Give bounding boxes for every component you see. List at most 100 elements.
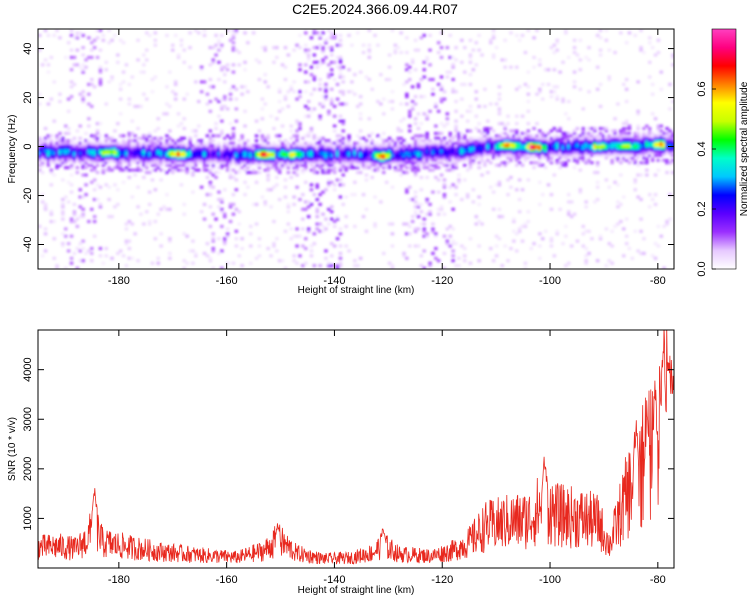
spectrogram-cell bbox=[147, 153, 152, 157]
spectrogram-cell bbox=[650, 156, 655, 160]
spectrogram-cell bbox=[529, 136, 533, 140]
spectrogram-cell bbox=[428, 144, 432, 148]
spectrogram-cell bbox=[653, 136, 658, 140]
spectrogram-cell bbox=[318, 36, 322, 40]
spectrogram-cell bbox=[142, 63, 146, 67]
spectrogram-cell bbox=[168, 153, 172, 157]
spectrogram-cell bbox=[627, 31, 632, 35]
spectrogram-cell bbox=[364, 166, 369, 170]
spectrogram-cell bbox=[390, 107, 395, 111]
spectrogram-cell bbox=[491, 55, 496, 59]
spectrogram-cell bbox=[84, 166, 88, 170]
spectrogram-cell bbox=[483, 149, 487, 153]
spectrogram-cell bbox=[266, 136, 270, 140]
snr-y-tick-label: 2000 bbox=[22, 457, 34, 481]
spectrogram-cell bbox=[581, 139, 585, 143]
spectrogram-cell bbox=[567, 139, 571, 143]
spectrogram-cell bbox=[87, 158, 91, 162]
spectrogram-cell bbox=[254, 161, 259, 165]
spectrogram-cell bbox=[408, 153, 412, 157]
spectrogram-cell bbox=[208, 129, 213, 133]
spectrogram-cell bbox=[474, 90, 478, 94]
spectrogram-cell bbox=[280, 161, 285, 165]
spectrogram-cell bbox=[595, 163, 600, 167]
spectrogram-cell bbox=[223, 237, 227, 241]
spectrogram-cell bbox=[584, 144, 588, 148]
spectrogram-cell bbox=[463, 163, 467, 167]
spectrogram-cell bbox=[127, 149, 132, 153]
spectrogram-cell bbox=[538, 139, 542, 143]
spectrogram-cell bbox=[335, 237, 340, 241]
spectrogram-cell bbox=[517, 139, 522, 143]
spectrogram-cell bbox=[509, 129, 513, 133]
spectrogram-cell bbox=[431, 87, 435, 91]
spectrogram-cell bbox=[46, 161, 51, 165]
spectrogram-cell bbox=[49, 171, 54, 175]
spectrogram-cell bbox=[445, 227, 450, 231]
spectrogram-cell bbox=[69, 33, 74, 37]
spectrogram-cell bbox=[350, 153, 354, 157]
spectrogram-cell bbox=[509, 158, 513, 162]
spectrogram-cell bbox=[52, 220, 56, 224]
spectrogram-cell bbox=[283, 144, 288, 148]
spectrogram-cell bbox=[341, 92, 345, 96]
spectrogram-cell bbox=[165, 156, 169, 160]
spectrogram-cell bbox=[254, 149, 259, 153]
spectrogram-cell bbox=[104, 161, 108, 165]
spectrogram-cell bbox=[49, 55, 54, 59]
spectrogram-cell bbox=[416, 168, 421, 172]
spectrogram-cell bbox=[87, 92, 91, 96]
spectrogram-cell bbox=[176, 112, 181, 116]
spectrogram-cell bbox=[428, 48, 432, 52]
spectrogram-cell bbox=[295, 173, 299, 177]
spectrogram-cell bbox=[312, 29, 317, 33]
spectrogram-cell bbox=[532, 55, 536, 59]
spectrogram-cell bbox=[269, 146, 273, 150]
spectrogram-cell bbox=[211, 85, 215, 89]
spectrogram-cell bbox=[460, 139, 464, 143]
spectrogram-cell bbox=[78, 149, 82, 153]
spectrogram-cell bbox=[292, 144, 296, 148]
spectrogram-cell bbox=[387, 222, 392, 226]
spectrogram-cell bbox=[153, 75, 158, 79]
spectrogram-cell bbox=[277, 153, 282, 157]
spectrogram-cell bbox=[156, 153, 160, 157]
spectrogram-cell bbox=[87, 36, 91, 40]
spectrogram-cell bbox=[332, 244, 337, 248]
spectrogram-cell bbox=[231, 151, 236, 155]
spectrogram-cell bbox=[454, 90, 458, 94]
spectrogram-cell bbox=[208, 151, 213, 155]
spectrogram-cell bbox=[217, 134, 221, 138]
spectrogram-cell bbox=[639, 134, 643, 138]
spectrogram-cell bbox=[624, 156, 629, 160]
spectrogram-cell bbox=[306, 114, 311, 118]
spectrogram-cell bbox=[601, 149, 606, 153]
snr-y-tick-label: 3000 bbox=[22, 407, 34, 431]
spectrogram-cell bbox=[220, 153, 224, 157]
spectrogram-cell bbox=[541, 149, 545, 153]
spectrogram-cell bbox=[451, 153, 455, 157]
spectrogram-cell bbox=[460, 244, 464, 248]
spectrogram-cell bbox=[251, 156, 256, 160]
spectrogram-cell bbox=[182, 146, 186, 150]
spectrogram-cell bbox=[257, 158, 262, 162]
spectrogram-cell bbox=[515, 232, 519, 236]
spectrogram-cell bbox=[251, 144, 256, 148]
spectrogram-cell bbox=[457, 144, 461, 148]
spectrogram-cell bbox=[315, 149, 319, 153]
spectrogram-cell bbox=[231, 141, 236, 145]
spectrogram-cell bbox=[81, 33, 85, 37]
spectrogram-cell bbox=[124, 166, 129, 170]
spectrogram-cell bbox=[194, 80, 198, 84]
spectrogram-cell bbox=[604, 156, 609, 160]
spectrogram-cell bbox=[494, 46, 499, 50]
spectrogram-cell bbox=[636, 109, 640, 113]
spectrogram-cell bbox=[335, 43, 340, 47]
spectrogram-cell bbox=[38, 161, 42, 165]
spectrogram-cell bbox=[301, 146, 305, 150]
spectrogram-cell bbox=[549, 239, 554, 243]
spectrogram-cell bbox=[64, 266, 68, 269]
spectrogram-cell bbox=[243, 60, 247, 64]
spectrogram-cell bbox=[474, 97, 478, 101]
spectrogram-cell bbox=[318, 78, 322, 82]
